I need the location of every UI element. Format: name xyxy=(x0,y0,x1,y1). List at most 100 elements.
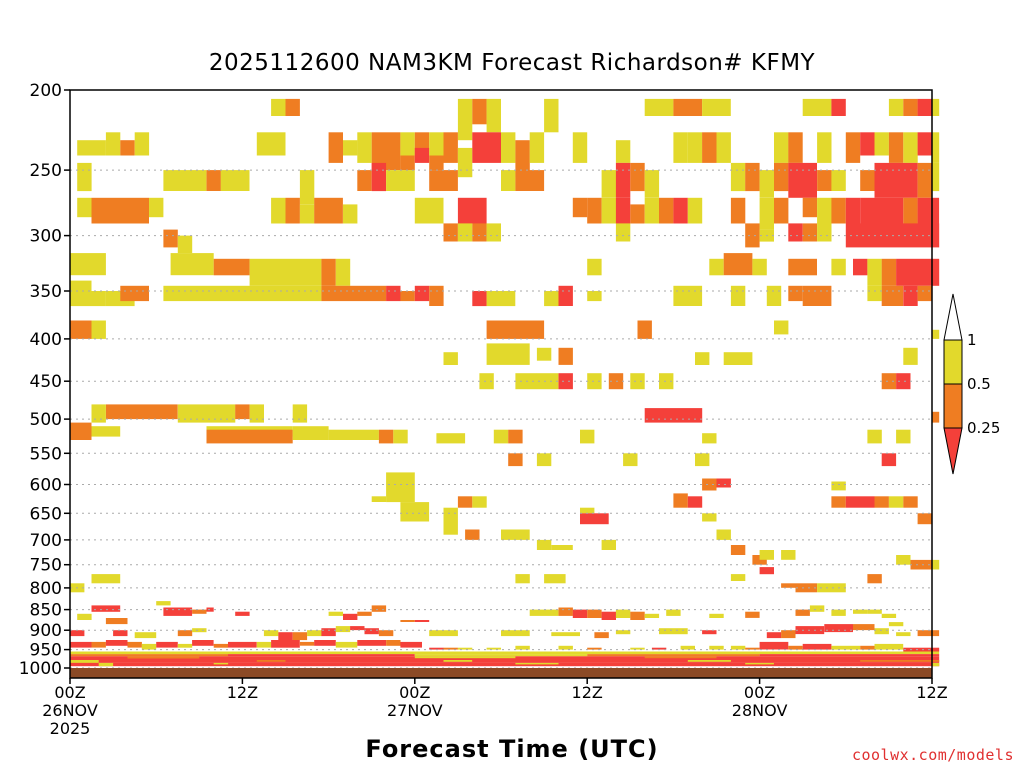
ri-cell xyxy=(515,140,530,178)
ri-cell xyxy=(501,170,516,191)
ri-cell xyxy=(350,626,365,631)
ri-cell xyxy=(558,645,573,650)
ri-cell xyxy=(357,611,372,616)
ri-cell xyxy=(213,643,229,648)
ri-cell xyxy=(558,347,573,365)
ri-cell xyxy=(429,155,444,171)
y-tick-label: 350 xyxy=(30,282,62,302)
ri-cell xyxy=(766,285,782,306)
ri-cell xyxy=(788,285,803,302)
ri-cell xyxy=(817,223,832,242)
ri-cell xyxy=(817,132,832,163)
ri-cell xyxy=(623,453,638,467)
ri-cell xyxy=(271,640,300,648)
ri-cell xyxy=(436,433,466,444)
ri-cell xyxy=(580,513,609,525)
ri-cell xyxy=(587,197,602,224)
ri-cell xyxy=(874,628,889,635)
ri-cell xyxy=(343,140,358,156)
ri-cell xyxy=(70,641,92,648)
ri-cell xyxy=(70,662,940,667)
ri-cell xyxy=(278,632,293,641)
ri-cell xyxy=(587,258,602,276)
ri-cell xyxy=(70,280,92,307)
ri-cell xyxy=(630,204,645,224)
colorbar-tick-label: 0.25 xyxy=(967,419,1000,437)
ri-cell xyxy=(558,373,573,390)
ri-cell xyxy=(70,630,85,637)
ri-cell xyxy=(70,422,92,440)
ri-cell xyxy=(457,223,473,242)
ri-cell xyxy=(184,170,207,191)
ri-cell xyxy=(702,98,731,116)
ri-cell xyxy=(156,601,171,606)
ri-cell xyxy=(788,162,817,198)
ri-cell xyxy=(335,258,351,286)
ri-cell xyxy=(903,197,918,224)
ri-cell xyxy=(472,496,487,508)
ri-cell xyxy=(774,320,789,335)
ri-cell xyxy=(529,132,545,163)
ri-cell xyxy=(860,132,875,156)
ri-cell xyxy=(845,496,875,508)
ri-cell xyxy=(687,660,731,662)
ri-cell xyxy=(299,170,315,205)
ri-cell xyxy=(932,132,940,163)
ri-cell xyxy=(809,605,825,612)
ri-cell xyxy=(845,132,861,163)
ri-cell xyxy=(932,559,940,570)
ri-cell xyxy=(630,373,645,390)
colorbar-arrow-bottom xyxy=(943,427,963,475)
ri-cell xyxy=(400,620,415,622)
ri-cell xyxy=(673,285,703,306)
ri-cell xyxy=(134,632,157,639)
source-credit: coolwx.com/models xyxy=(851,746,1014,764)
ri-cell xyxy=(414,197,444,224)
ri-cell xyxy=(429,285,444,306)
ri-cell xyxy=(745,223,760,248)
ri-cell xyxy=(580,507,595,514)
ri-cell xyxy=(472,132,501,163)
ri-cell xyxy=(170,253,214,276)
ri-cell xyxy=(881,373,897,390)
ri-cell xyxy=(932,662,940,667)
ri-cell xyxy=(702,433,717,444)
ri-cell xyxy=(781,550,796,560)
ri-cell xyxy=(730,162,746,192)
ri-cell xyxy=(113,630,128,637)
ri-cell xyxy=(515,170,545,191)
ri-cell xyxy=(501,630,530,637)
ri-cell xyxy=(314,197,343,224)
ri-cell xyxy=(91,426,121,437)
ri-cell xyxy=(256,660,286,662)
ri-cell xyxy=(386,170,415,191)
ri-cell xyxy=(917,162,932,198)
ri-cell xyxy=(896,555,911,565)
ri-cell xyxy=(177,643,193,648)
ri-cell xyxy=(335,626,351,633)
ri-cell xyxy=(572,609,588,618)
ri-cell xyxy=(910,559,932,570)
ri-cell xyxy=(77,140,106,156)
ri-cell xyxy=(831,609,846,616)
ri-cell xyxy=(141,643,157,650)
ri-cell xyxy=(860,197,904,224)
ri-cell xyxy=(457,98,473,141)
ri-cell xyxy=(91,605,121,612)
ri-cell xyxy=(156,641,178,648)
ri-cell xyxy=(235,611,250,616)
ri-cell xyxy=(249,404,264,423)
ri-cell xyxy=(781,630,796,639)
ri-cell xyxy=(723,253,753,276)
chart-title: 2025112600 NAM3KM Forecast Richardson# K… xyxy=(208,50,816,76)
ri-cell xyxy=(659,628,688,635)
ri-cell xyxy=(400,155,415,171)
ri-cell xyxy=(486,223,501,242)
ri-cell xyxy=(213,662,229,665)
ri-cell xyxy=(285,197,300,224)
y-tick-label: 250 xyxy=(30,161,62,181)
ri-cell xyxy=(457,647,473,650)
ri-cell xyxy=(91,197,149,224)
ri-cell xyxy=(601,611,616,620)
ri-cell xyxy=(716,529,731,540)
